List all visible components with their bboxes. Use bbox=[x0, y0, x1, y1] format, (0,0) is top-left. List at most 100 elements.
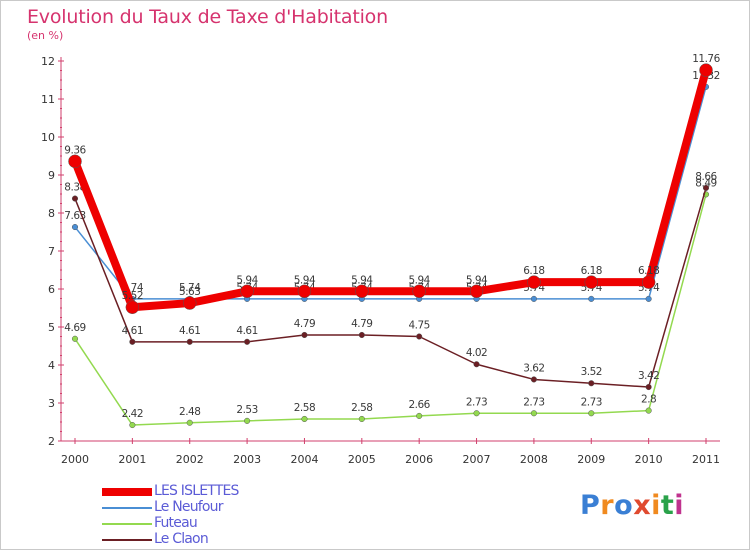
data-label-les-islettes: 6.18 bbox=[638, 265, 659, 277]
data-label-le-claon: 4.75 bbox=[408, 320, 429, 332]
series-line-futeau bbox=[74, 193, 707, 426]
point-les-islettes bbox=[68, 154, 82, 169]
y-tick-label: 4 bbox=[48, 359, 55, 372]
point-le-claon bbox=[530, 376, 537, 383]
point-le-claon bbox=[244, 338, 251, 345]
legend-swatch bbox=[102, 539, 152, 541]
y-tick-label: 2 bbox=[48, 435, 55, 448]
point-futeau bbox=[645, 407, 652, 414]
data-label-futeau: 4.69 bbox=[64, 322, 85, 334]
data-label-le-claon: 8.66 bbox=[695, 171, 717, 183]
y-tick-label: 10 bbox=[41, 131, 55, 144]
data-label-futeau: 2.73 bbox=[466, 396, 487, 408]
chart-title: Evolution du Taux de Taxe d'Habitation bbox=[27, 6, 388, 28]
point-futeau bbox=[416, 412, 423, 419]
data-label-les-islettes: 5.94 bbox=[408, 274, 430, 286]
data-label-futeau: 2.53 bbox=[236, 404, 257, 416]
legend-swatch bbox=[102, 507, 152, 509]
point-les-islettes bbox=[412, 284, 426, 299]
point-le-claon bbox=[129, 338, 136, 345]
point-le-claon bbox=[416, 333, 423, 340]
x-tick-label: 2008 bbox=[520, 453, 548, 466]
data-label-le-claon: 3.62 bbox=[523, 362, 544, 374]
y-tick-label: 11 bbox=[41, 93, 55, 106]
data-label-les-islettes: 11.76 bbox=[692, 53, 720, 65]
point-les-islettes bbox=[641, 275, 656, 289]
x-tick-label: 2005 bbox=[348, 453, 376, 466]
point-futeau bbox=[473, 410, 480, 417]
series-line-le-neufour bbox=[74, 86, 707, 300]
point-futeau bbox=[129, 421, 136, 429]
legend-label: LES ISLETTES bbox=[154, 483, 239, 499]
x-tick-label: 2006 bbox=[405, 453, 433, 466]
point-le-neufour bbox=[645, 295, 652, 302]
point-le-neufour bbox=[588, 295, 595, 302]
data-label-le-claon: 4.79 bbox=[294, 318, 315, 330]
point-le-claon bbox=[473, 361, 480, 368]
brand-letter: i bbox=[674, 490, 685, 521]
point-futeau bbox=[71, 335, 79, 342]
point-futeau bbox=[186, 419, 193, 426]
y-tick-label: 6 bbox=[48, 283, 55, 296]
point-le-claon bbox=[186, 338, 193, 345]
point-le-neufour bbox=[530, 295, 537, 302]
point-les-islettes bbox=[355, 284, 369, 299]
data-label-le-claon: 4.61 bbox=[122, 325, 143, 337]
y-tick-label: 9 bbox=[48, 169, 55, 182]
point-les-islettes bbox=[240, 284, 254, 299]
y-tick-label: 8 bbox=[48, 207, 55, 220]
data-label-le-claon: 4.79 bbox=[351, 318, 372, 330]
series-line-les-islettes bbox=[71, 66, 710, 312]
data-label-les-islettes: 5.52 bbox=[122, 290, 143, 302]
point-le-claon bbox=[358, 331, 365, 339]
brand-letter: r bbox=[600, 490, 615, 521]
x-tick-label: 2007 bbox=[463, 453, 491, 466]
point-le-claon bbox=[588, 380, 595, 387]
data-label-les-islettes: 6.18 bbox=[581, 265, 602, 277]
point-les-islettes bbox=[297, 284, 312, 299]
point-le-claon bbox=[645, 383, 652, 391]
x-tick-label: 2000 bbox=[61, 453, 89, 466]
proxiti-logo: Proxiti bbox=[580, 490, 684, 521]
data-label-le-claon: 3.52 bbox=[581, 366, 602, 378]
data-label-le-claon: 3.42 bbox=[638, 370, 659, 382]
point-le-neufour bbox=[71, 224, 79, 231]
x-tick-label: 2004 bbox=[290, 453, 318, 466]
legend-label: Le Neufour bbox=[154, 499, 223, 515]
point-futeau bbox=[301, 415, 308, 423]
legend-label: Futeau bbox=[154, 515, 198, 531]
point-les-islettes bbox=[469, 284, 484, 299]
point-le-claon bbox=[702, 184, 710, 191]
y-tick-label: 3 bbox=[48, 397, 55, 410]
data-label-futeau: 2.42 bbox=[122, 408, 143, 420]
point-le-claon bbox=[71, 195, 79, 202]
point-futeau bbox=[588, 410, 595, 417]
data-label-futeau: 2.58 bbox=[351, 402, 372, 414]
y-tick-label: 12 bbox=[41, 55, 55, 68]
data-label-futeau: 2.66 bbox=[408, 399, 430, 411]
y-tick-label: 5 bbox=[48, 321, 55, 334]
y-tick-label: 7 bbox=[48, 245, 55, 258]
point-le-claon bbox=[301, 331, 308, 339]
data-label-les-islettes: 9.36 bbox=[64, 144, 86, 156]
point-les-islettes bbox=[699, 63, 713, 77]
brand-letter: P bbox=[580, 490, 601, 521]
series-line-le-claon bbox=[74, 187, 707, 388]
x-tick-label: 2001 bbox=[118, 453, 146, 466]
x-tick-label: 2011 bbox=[692, 453, 720, 466]
brand-letter: t bbox=[660, 490, 675, 521]
brand-letter: i bbox=[651, 490, 661, 521]
legend-swatch bbox=[102, 488, 152, 496]
data-label-futeau: 2.58 bbox=[294, 402, 315, 414]
legend-swatch bbox=[102, 523, 152, 525]
data-label-futeau: 2.48 bbox=[179, 406, 200, 418]
x-tick-label: 2010 bbox=[635, 453, 663, 466]
data-label-le-claon: 4.61 bbox=[179, 325, 200, 337]
data-label-futeau: 2.73 bbox=[581, 396, 602, 408]
data-label-futeau: 8.49 bbox=[695, 177, 716, 189]
chart-subtitle: (en %) bbox=[27, 29, 64, 42]
point-les-islettes bbox=[527, 275, 541, 289]
point-futeau bbox=[530, 410, 537, 417]
data-label-les-islettes: 5.94 bbox=[351, 274, 373, 286]
